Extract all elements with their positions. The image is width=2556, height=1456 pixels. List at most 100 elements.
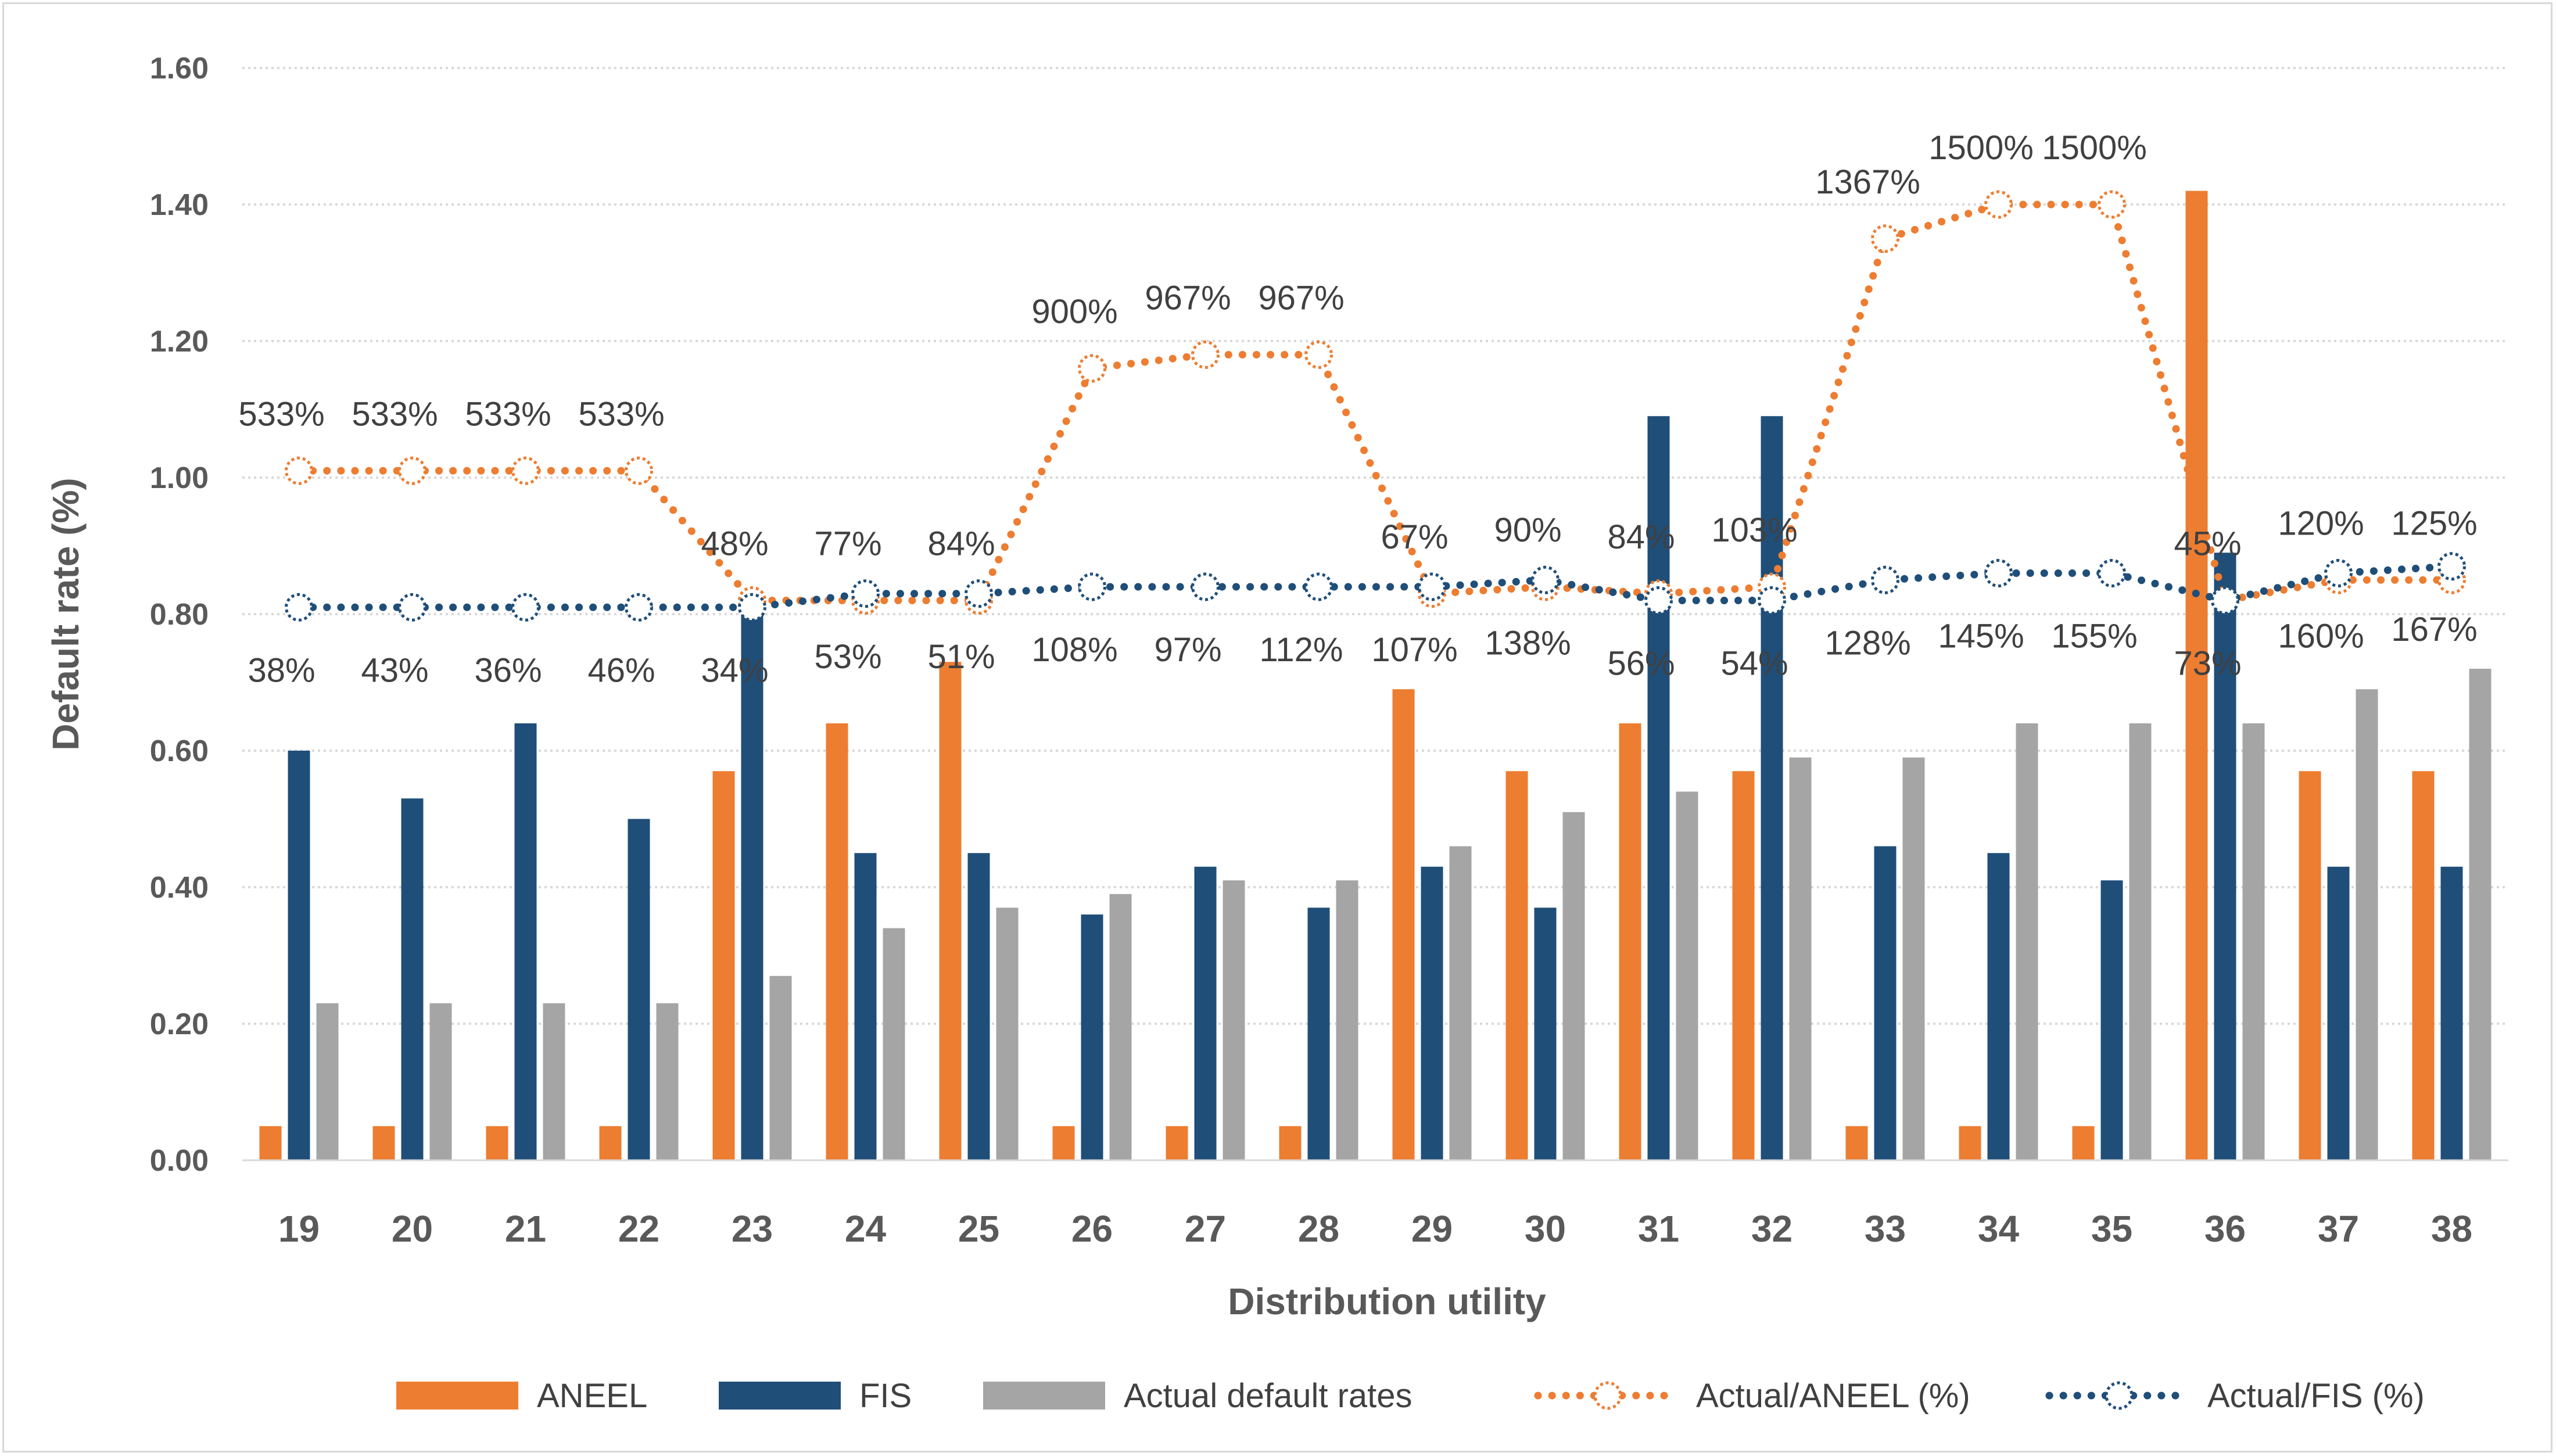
marker-actual-aneel-34: [1984, 190, 2013, 219]
x-tick-label: 34: [1978, 1208, 2020, 1250]
legend-label-actual-aneel: Actual/ANEEL (%): [1696, 1377, 1970, 1415]
x-tick-label: 24: [845, 1208, 887, 1250]
label-actual-fis-35: 155%: [2051, 618, 2137, 655]
x-tick-label: 22: [618, 1208, 659, 1250]
x-tick-label: 28: [1298, 1208, 1339, 1250]
y-tick-label: 0.00: [150, 1144, 209, 1178]
label-actual-fis-22: 46%: [587, 651, 655, 689]
bar-actual-default-rates-19: [316, 1003, 339, 1160]
bar-fis-21: [514, 723, 537, 1160]
y-axis-title: Default rate (%): [45, 478, 87, 750]
marker-actual-aneel-19: [285, 456, 313, 485]
bar-actual-default-rates-21: [543, 1003, 565, 1160]
marker-actual-fis-33: [1871, 565, 1899, 594]
label-actual-aneel-21: 533%: [465, 395, 551, 433]
marker-actual-fis-24: [851, 579, 880, 608]
bar-aneel-26: [1052, 1126, 1075, 1160]
bar-aneel-25: [939, 662, 962, 1160]
marker-actual-fis-21: [511, 593, 540, 622]
marker-actual-aneel-26: [1078, 354, 1106, 383]
label-actual-aneel-29: 67%: [1381, 518, 1448, 556]
label-actual-fis-24: 53%: [814, 638, 881, 676]
marker-actual-fis-27: [1191, 572, 1220, 601]
marker-actual-fis-34: [1984, 559, 2013, 587]
legend-label-aneel: ANEEL: [537, 1377, 647, 1415]
y-tick-label: 0.80: [150, 598, 209, 632]
marker-actual-fis-37: [2324, 559, 2353, 587]
bar-actual-default-rates-32: [1789, 757, 1812, 1160]
label-actual-fis-27: 97%: [1154, 631, 1221, 669]
bar-fis-37: [2327, 866, 2350, 1160]
bar-fis-33: [1874, 846, 1897, 1160]
bar-fis-27: [1194, 866, 1217, 1160]
bar-fis-30: [1534, 908, 1557, 1160]
legend-swatch-fis: [719, 1382, 841, 1410]
x-tick-label: 21: [505, 1208, 546, 1250]
label-actual-fis-36: 73%: [2174, 645, 2241, 683]
x-tick-label: 29: [1411, 1208, 1453, 1250]
bar-actual-default-rates-28: [1336, 880, 1358, 1160]
bar-fis-36: [2214, 553, 2236, 1160]
marker-actual-fis-23: [738, 593, 766, 622]
marker-actual-fis-29: [1418, 572, 1446, 601]
marker-actual-aneel-27: [1191, 340, 1220, 369]
marker-actual-aneel-35: [2098, 190, 2126, 219]
bar-fis-23: [741, 614, 763, 1160]
label-actual-fis-20: 43%: [361, 651, 428, 689]
bar-fis-20: [401, 798, 424, 1160]
label-actual-fis-30: 138%: [1485, 624, 1571, 662]
bar-aneel-22: [599, 1126, 622, 1160]
label-actual-aneel-19: 533%: [238, 395, 324, 433]
bar-actual-default-rates-30: [1562, 812, 1585, 1160]
marker-actual-aneel-22: [625, 456, 653, 485]
y-tick-label: 0.60: [150, 734, 209, 768]
bar-aneel-31: [1619, 723, 1641, 1160]
bar-aneel-38: [2412, 771, 2435, 1160]
legend: ANEEL FIS Actual default rates Actual/ANEEL…: [396, 1377, 2425, 1415]
bar-aneel-23: [712, 771, 735, 1160]
bar-fis-25: [967, 853, 990, 1160]
label-actual-fis-26: 108%: [1031, 631, 1117, 669]
label-actual-fis-21: 36%: [474, 651, 542, 689]
bar-aneel-20: [372, 1126, 395, 1160]
y-tick-label: 0.20: [150, 1007, 209, 1041]
x-tick-label: 31: [1638, 1208, 1679, 1250]
label-actual-aneel-32: 103%: [1711, 511, 1797, 549]
bar-fis-34: [1987, 853, 2010, 1160]
y-tick-label: 0.40: [150, 871, 209, 905]
bar-fis-31: [1647, 416, 1670, 1160]
label-actual-aneel-38: 125%: [2391, 504, 2477, 542]
marker-actual-aneel-28: [1304, 340, 1333, 369]
y-axis-ticks: 0.00 0.20 0.40 0.60 0.80 1.00 1.20 1.40 1.60: [150, 52, 209, 1178]
label-actual-fis-25: 51%: [927, 638, 995, 676]
y-tick-label: 1.60: [150, 52, 209, 85]
bar-actual-default-rates-29: [1449, 846, 1472, 1160]
label-actual-fis-33: 128%: [1824, 624, 1910, 662]
label-actual-fis-29: 107%: [1371, 631, 1457, 669]
bar-aneel-35: [2072, 1126, 2095, 1160]
bar-actual-default-rates-25: [996, 908, 1019, 1160]
bar-aneel-32: [1732, 771, 1755, 1160]
x-tick-label: 30: [1525, 1208, 1566, 1250]
x-tick-label: 33: [1865, 1208, 1906, 1250]
legend-marker-actual-fis: [2105, 1381, 2134, 1410]
bar-actual-default-rates-35: [2129, 723, 2152, 1160]
marker-actual-fis-28: [1304, 572, 1333, 601]
legend-label-actual-fis: Actual/FIS (%): [2207, 1377, 2425, 1415]
marker-actual-aneel-21: [511, 456, 540, 485]
x-tick-label: 23: [732, 1208, 773, 1250]
bar-aneel-36: [2185, 191, 2208, 1160]
label-actual-aneel-28: 967%: [1258, 279, 1344, 317]
bar-actual-default-rates-27: [1223, 880, 1245, 1160]
y-tick-label: 1.20: [150, 325, 209, 358]
y-tick-label: 1.00: [150, 461, 209, 495]
bar-actual-default-rates-33: [1902, 757, 1925, 1160]
bar-fis-38: [2440, 866, 2463, 1160]
x-axis-ticks: 19 20 21 22 23 24 25 26 27 28 29 30 31 32 33 34 35 36 37 38: [278, 1208, 2472, 1250]
x-tick-label: 26: [1071, 1208, 1113, 1250]
label-actual-aneel-37: 120%: [2278, 504, 2364, 542]
marker-actual-aneel-33: [1871, 224, 1899, 253]
label-actual-aneel-35: 1500%: [2042, 129, 2147, 167]
label-actual-fis-38: 167%: [2391, 611, 2477, 648]
bars: [259, 191, 2492, 1160]
